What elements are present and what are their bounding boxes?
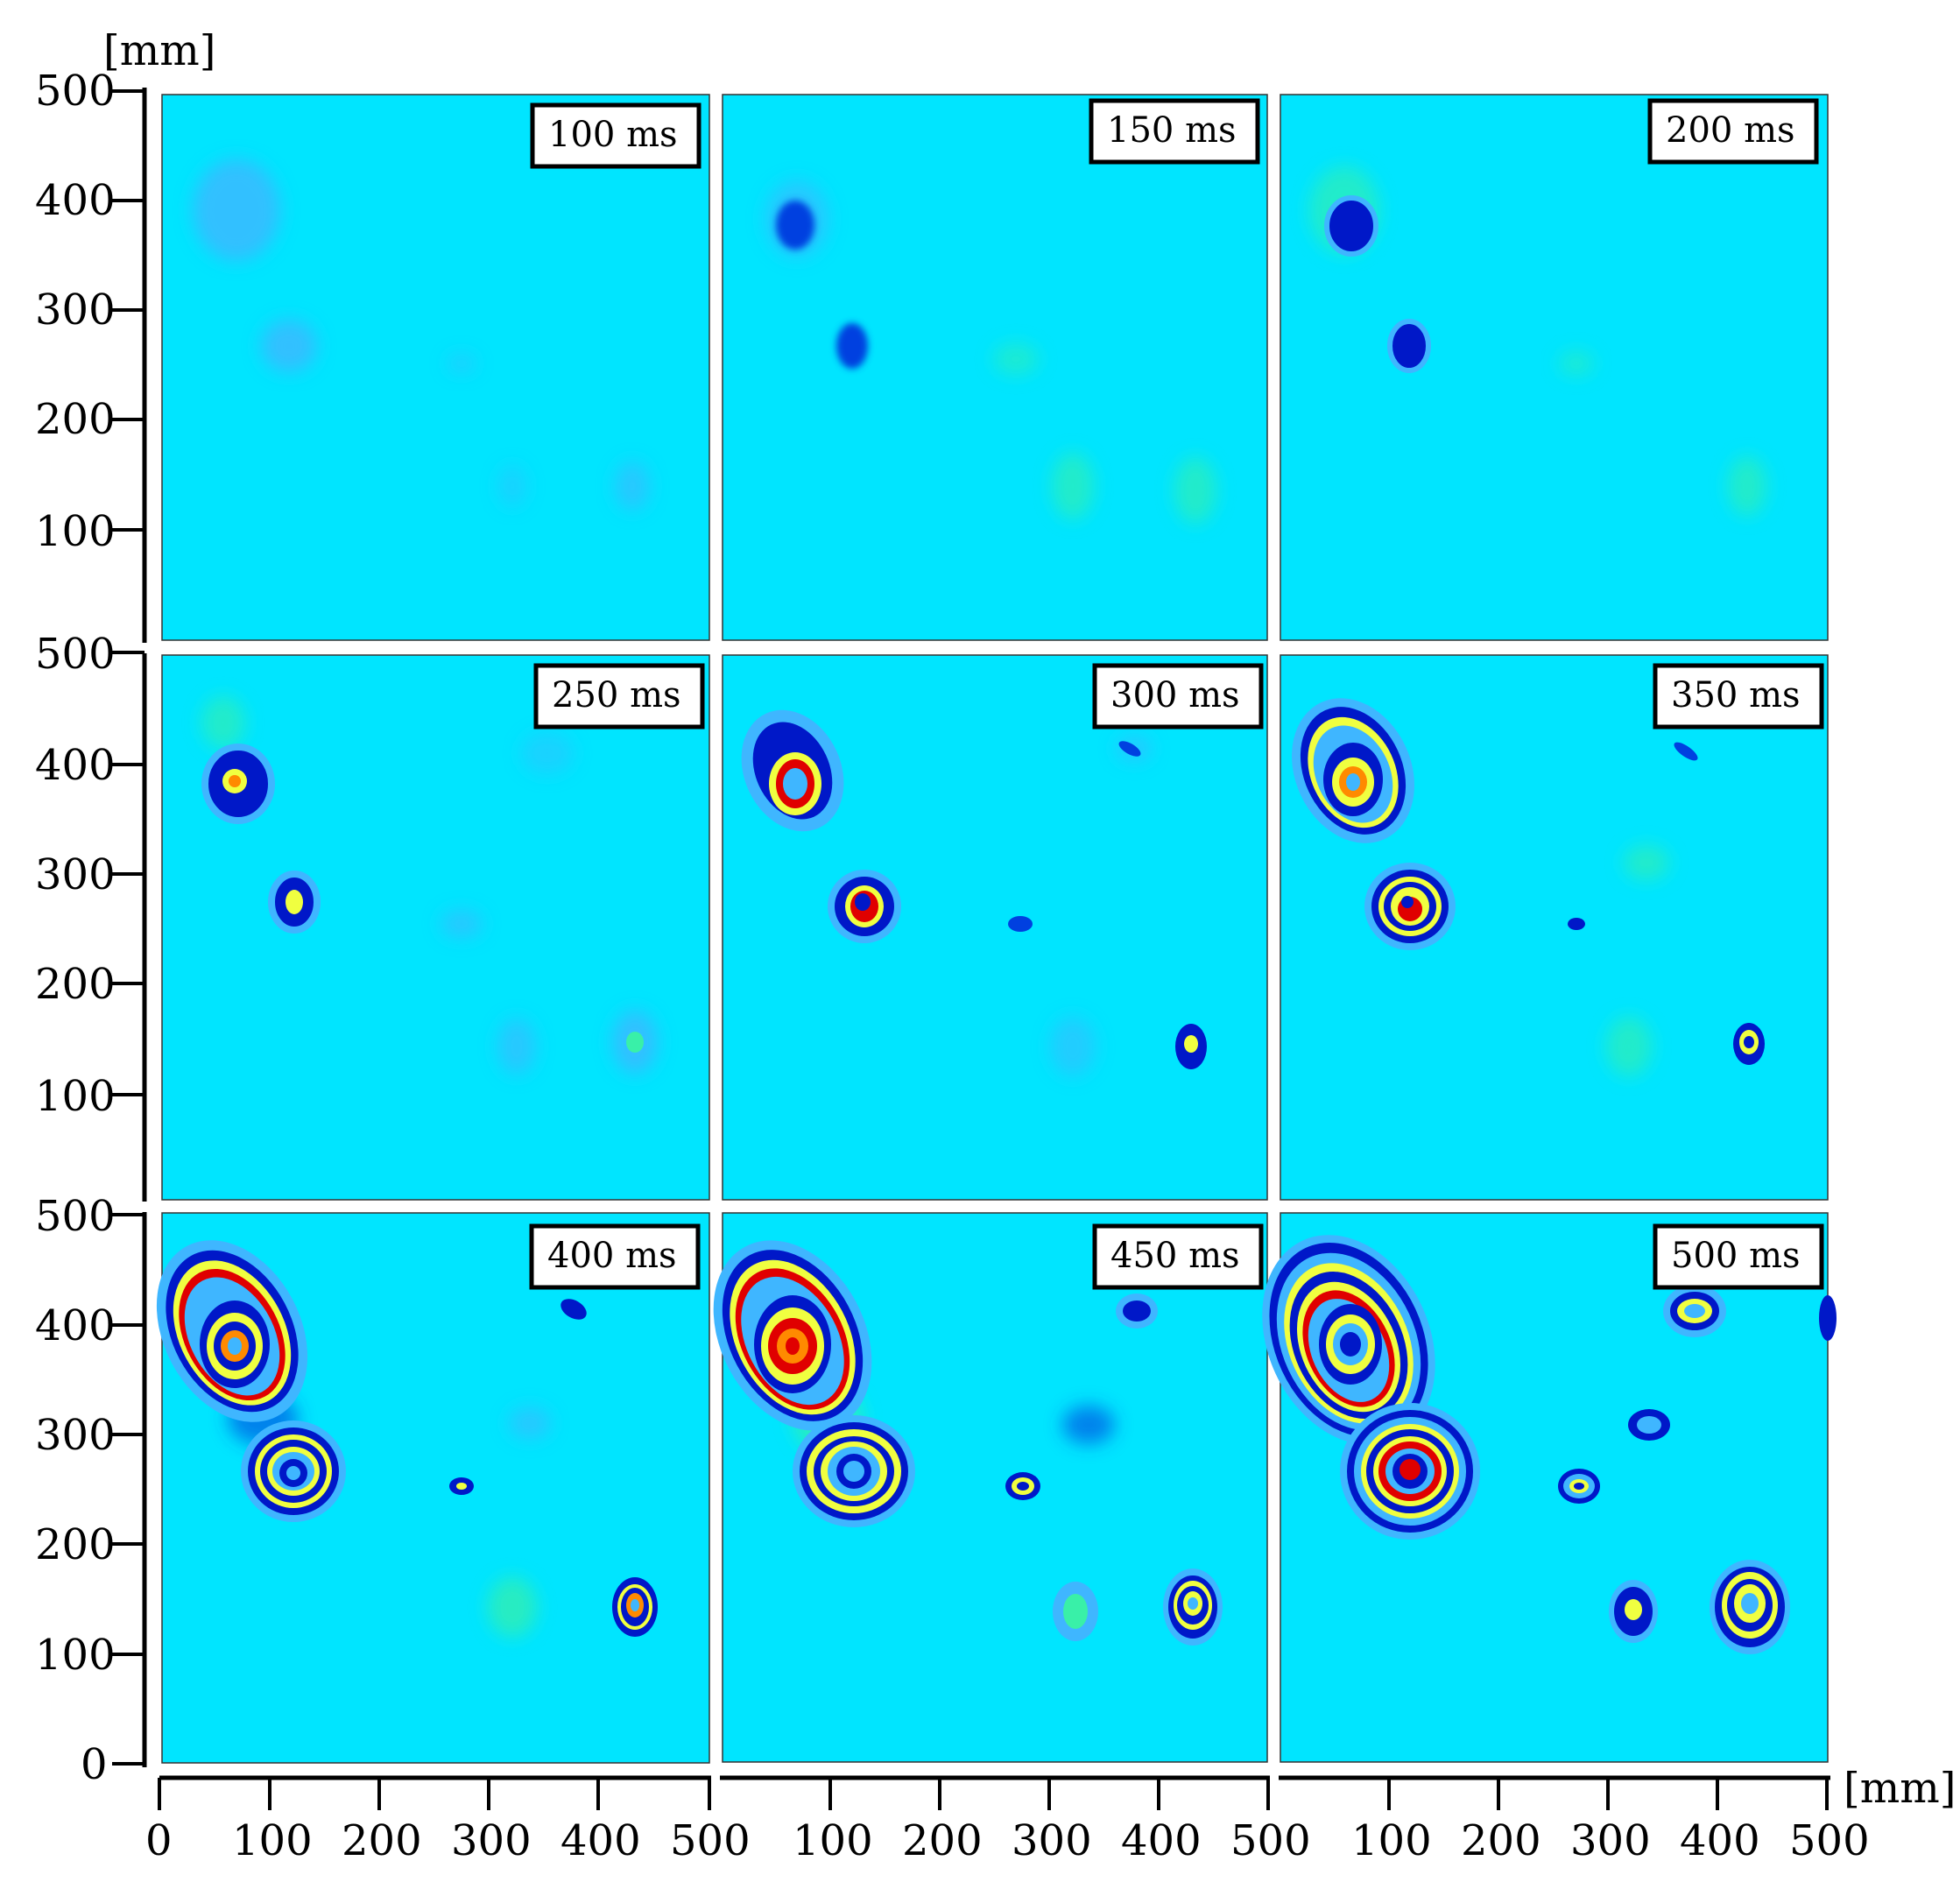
y-tick-label: 500 xyxy=(35,630,116,679)
panel-100ms xyxy=(161,94,710,641)
panel-150ms xyxy=(722,94,1268,641)
x-tick-label: 100 xyxy=(1351,1816,1432,1865)
y-tick-label: 300 xyxy=(35,850,116,899)
panel-time-label: 400 ms xyxy=(547,1236,677,1276)
panel-250ms xyxy=(161,654,710,1201)
x-tick-label: 300 xyxy=(1570,1816,1651,1865)
x-unit-label: [mm] xyxy=(1844,1764,1956,1813)
x-tick-label: 500 xyxy=(670,1816,751,1865)
x-tick-label: 500 xyxy=(1789,1816,1870,1865)
y-tick-label: 200 xyxy=(35,1520,116,1569)
x-tick-label: 0 xyxy=(145,1816,173,1865)
y-tick-label: 200 xyxy=(35,960,116,1009)
y-axis-ticks xyxy=(112,89,145,1766)
x-tick-label: 400 xyxy=(1680,1816,1760,1865)
panel-500ms xyxy=(1262,1212,1837,1763)
panel-time-label: 500 ms xyxy=(1671,1236,1801,1276)
y-tick-label: 100 xyxy=(35,507,116,556)
x-tick-label: 100 xyxy=(793,1816,873,1865)
x-tick-label: 300 xyxy=(451,1816,532,1865)
x-tick-label: 100 xyxy=(232,1816,313,1865)
panel-time-label: 300 ms xyxy=(1110,675,1240,715)
y-tick-label: 400 xyxy=(35,741,116,790)
panel-200ms xyxy=(1280,94,1829,641)
x-tick-label: 400 xyxy=(1121,1816,1202,1865)
y-tick-label: 300 xyxy=(35,285,116,335)
x-tick-label: 400 xyxy=(561,1816,641,1865)
panel-400ms xyxy=(156,1212,710,1764)
y-tick-label: 100 xyxy=(35,1072,116,1121)
y-tick-label: 500 xyxy=(35,67,116,116)
panel-time-label: 250 ms xyxy=(552,675,681,715)
y-tick-label: 300 xyxy=(35,1411,116,1460)
x-tick-label: 300 xyxy=(1012,1816,1092,1865)
y-tick-label: 400 xyxy=(35,1301,116,1350)
y-unit-label: [mm] xyxy=(103,26,216,75)
panel-time-label: 350 ms xyxy=(1671,675,1801,715)
panel-450ms xyxy=(713,1212,1268,1763)
x-tick-label: 200 xyxy=(1461,1816,1541,1865)
panel-time-label: 450 ms xyxy=(1110,1236,1240,1276)
panel-350ms xyxy=(1280,654,1829,1201)
y-tick-label: 100 xyxy=(35,1631,116,1680)
x-tick-label: 200 xyxy=(342,1816,422,1865)
y-tick-label: 500 xyxy=(35,1192,116,1241)
panel-300ms xyxy=(722,654,1268,1201)
y-tick-label: 0 xyxy=(81,1740,108,1789)
panel-time-label: 100 ms xyxy=(548,115,678,155)
x-tick-label: 200 xyxy=(902,1816,983,1865)
y-tick-label: 400 xyxy=(35,176,116,225)
y-tick-label: 200 xyxy=(35,395,116,444)
x-axis-ticks xyxy=(158,1778,1829,1810)
panel-time-label: 200 ms xyxy=(1666,110,1795,151)
x-tick-label: 500 xyxy=(1230,1816,1311,1865)
panel-label-boxes xyxy=(529,98,1824,1290)
panel-time-label: 150 ms xyxy=(1107,110,1237,151)
